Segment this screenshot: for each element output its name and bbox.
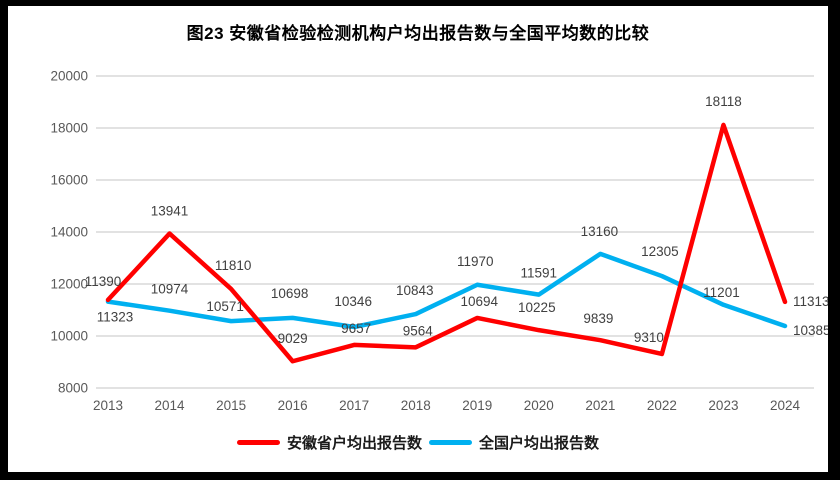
data-label-series0-2022: 9310 bbox=[634, 330, 664, 345]
x-tick-label-2019: 2019 bbox=[462, 398, 492, 413]
chart-title: 图23 安徽省检验检测机构户均出报告数与全国平均数的比较 bbox=[186, 24, 650, 43]
data-label-series1-2015: 10571 bbox=[206, 299, 244, 314]
x-tick-label-2021: 2021 bbox=[585, 398, 615, 413]
y-tick-label-20000: 20000 bbox=[50, 69, 88, 84]
x-tick-label-2017: 2017 bbox=[339, 398, 369, 413]
data-label-series0-2017: 9657 bbox=[341, 321, 371, 336]
data-label-series1-2016: 10698 bbox=[271, 286, 309, 301]
y-tick-label-12000: 12000 bbox=[50, 277, 88, 292]
x-tick-label-2014: 2014 bbox=[155, 398, 186, 413]
x-tick-label-2016: 2016 bbox=[278, 398, 308, 413]
data-label-series0-2021: 9839 bbox=[583, 311, 613, 326]
legend-label-anhui: 安徽省户均出报告数 bbox=[286, 435, 422, 452]
y-tick-label-8000: 8000 bbox=[58, 381, 88, 396]
data-label-series0-2023: 18118 bbox=[705, 94, 742, 109]
data-label-series1-2021: 13160 bbox=[581, 224, 619, 239]
data-label-series1-2013: 11323 bbox=[97, 310, 134, 325]
legend-label-national: 全国户均出报告数 bbox=[479, 435, 600, 452]
x-tick-label-2015: 2015 bbox=[216, 398, 246, 413]
data-label-series0-2019: 10694 bbox=[460, 294, 498, 309]
data-label-series0-2013: 11390 bbox=[85, 274, 122, 289]
legend-item-anhui: 安徽省户均出报告数 bbox=[236, 432, 422, 453]
y-tick-label-16000: 16000 bbox=[50, 173, 88, 188]
series-line-1 bbox=[105, 251, 788, 330]
data-label-series0-2020: 10225 bbox=[518, 300, 556, 315]
line-chart-canvas: 8000 10000 12000 14000 16000 18000 20000 2013 20… bbox=[50, 69, 831, 414]
y-tick-label-10000: 10000 bbox=[50, 329, 88, 344]
data-label-series0-2014: 13941 bbox=[151, 204, 189, 219]
data-label-series1-2018: 10843 bbox=[396, 283, 434, 298]
data-label-series1-2024: 10385 bbox=[793, 323, 831, 338]
data-label-series1-2014: 10974 bbox=[151, 282, 189, 297]
y-tick-label-18000: 18000 bbox=[50, 121, 88, 136]
legend-swatch-national bbox=[429, 440, 472, 445]
x-tick-label-2024: 2024 bbox=[770, 398, 801, 413]
x-tick-label-2022: 2022 bbox=[647, 398, 677, 413]
data-label-series1-2022: 12305 bbox=[641, 244, 679, 259]
series-line-0 bbox=[105, 122, 788, 364]
x-tick-label-2023: 2023 bbox=[708, 398, 738, 413]
legend-item-national: 全国户均出报告数 bbox=[429, 432, 599, 453]
x-tick-label-2018: 2018 bbox=[401, 398, 431, 413]
data-label-series1-2020: 11591 bbox=[521, 266, 558, 281]
data-label-series0-2024: 11313 bbox=[793, 294, 830, 309]
data-label-series0-2016: 9029 bbox=[278, 331, 308, 346]
chart-legend: 安徽省户均出报告数 全国户均出报告数 bbox=[8, 432, 828, 453]
data-label-series0-2018: 9564 bbox=[403, 323, 434, 338]
data-label-series0-2015: 11810 bbox=[215, 258, 252, 273]
x-tick-label-2020: 2020 bbox=[524, 398, 554, 413]
x-tick-label-2013: 2013 bbox=[93, 398, 123, 413]
legend-swatch-anhui bbox=[236, 440, 280, 445]
data-label-series1-2023: 11201 bbox=[703, 285, 740, 300]
y-tick-label-14000: 14000 bbox=[50, 225, 88, 240]
data-label-series1-2019: 11970 bbox=[457, 254, 494, 269]
data-label-series1-2017: 10346 bbox=[334, 294, 372, 309]
